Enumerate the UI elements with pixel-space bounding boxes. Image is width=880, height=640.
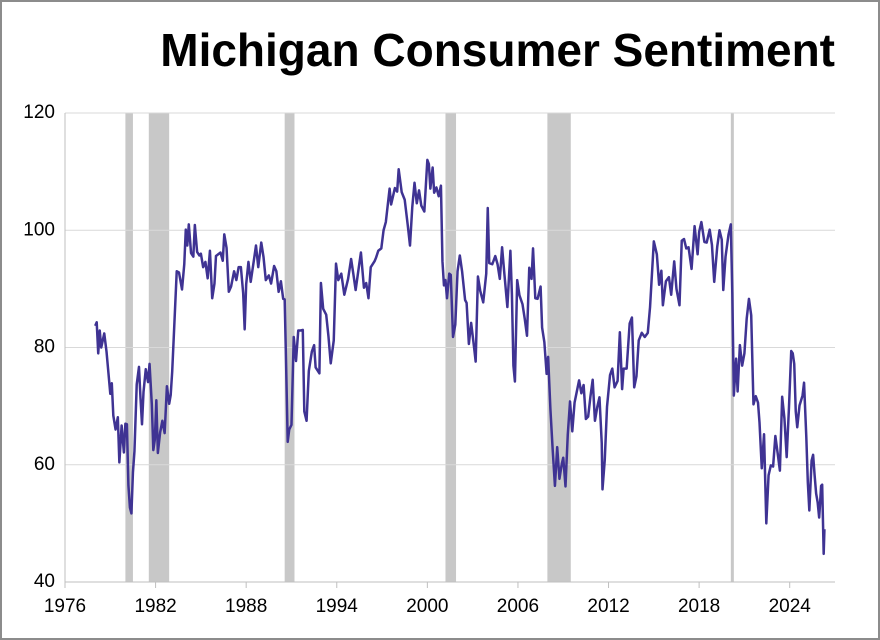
y-tick-label: 120 bbox=[23, 102, 55, 123]
y-tick-label: 60 bbox=[34, 454, 55, 475]
x-tick-label: 2000 bbox=[406, 596, 448, 617]
line-series bbox=[94, 158, 826, 556]
x-tick-label: 2012 bbox=[587, 596, 629, 617]
x-tick-label: 1994 bbox=[316, 596, 359, 617]
y-tick-label: 80 bbox=[34, 337, 55, 358]
x-tick-label: 2018 bbox=[678, 596, 720, 617]
x-tick-label: 1988 bbox=[225, 596, 267, 617]
x-tick-label: 2024 bbox=[769, 596, 812, 617]
y-tick-label: 40 bbox=[34, 571, 55, 592]
x-tick-label: 2006 bbox=[497, 596, 539, 617]
x-tick-label: 1976 bbox=[44, 596, 86, 617]
y-tick-label: 100 bbox=[23, 219, 55, 240]
chart-title: Michigan Consumer Sentiment bbox=[160, 24, 835, 76]
x-tick-label: 1982 bbox=[134, 596, 176, 617]
